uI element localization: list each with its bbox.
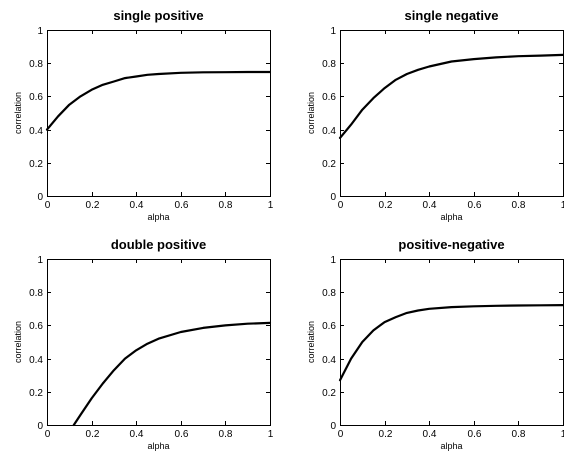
chart-title: double positive <box>111 237 206 252</box>
chart-title: positive-negative <box>398 237 504 252</box>
x-tick-label: 0.4 <box>130 429 144 440</box>
series-line <box>45 70 272 131</box>
x-axis-label: alpha <box>147 441 169 451</box>
x-axis-label: alpha <box>440 441 462 451</box>
x-tick-label: 1 <box>268 429 274 440</box>
panel-4: 0 0.2 0.4 0.6 0.8 1 0 0.2 0.4 0.6 0.8 1 positive-neg… <box>306 237 564 451</box>
x-tick-label: 0 <box>45 429 51 440</box>
x-tick-label: 0.8 <box>512 429 526 440</box>
x-tick-label: 0 <box>338 200 344 211</box>
x-tick-label: 0.2 <box>379 200 393 211</box>
plot-frame <box>47 30 271 197</box>
y-tick-label: 0.6 <box>29 92 43 103</box>
x-tick-label: 1 <box>268 200 274 211</box>
x-tick-label: 0.6 <box>468 200 482 211</box>
y-tick-label: 0.2 <box>322 159 336 170</box>
x-tick-label: 0.4 <box>423 200 437 211</box>
chart-title: single positive <box>113 8 203 23</box>
plot-frame <box>47 259 271 426</box>
y-tick-label: 0.4 <box>322 355 336 366</box>
y-tick-label: 0.2 <box>29 388 43 399</box>
y-tick-label: 0.8 <box>322 288 336 299</box>
y-tick-label: 0.2 <box>322 388 336 399</box>
x-tick-label: 0.2 <box>86 200 100 211</box>
panel-2: 0 0.2 0.4 0.6 0.8 1 0 0.2 0.4 0.6 0.8 1 single negat… <box>306 8 564 222</box>
x-tick-label: 0.4 <box>423 429 437 440</box>
y-tick-label: 0 <box>330 421 336 432</box>
x-tick-label: 0.8 <box>219 200 233 211</box>
y-axis-label: correlation <box>13 321 23 363</box>
y-tick-label: 0.6 <box>29 321 43 332</box>
y-tick-label: 1 <box>330 255 336 266</box>
x-axis-label: alpha <box>440 212 462 222</box>
x-tick-label: 0 <box>338 429 344 440</box>
series-line <box>338 53 564 139</box>
series-line <box>72 321 272 427</box>
y-axis-label: correlation <box>306 321 316 363</box>
y-tick-label: 0.8 <box>29 288 43 299</box>
y-tick-label: 1 <box>37 255 43 266</box>
x-axis-label: alpha <box>147 212 169 222</box>
y-tick-label: 0 <box>330 192 336 203</box>
y-tick-label: 1 <box>330 26 336 37</box>
panel-1: 0 0.2 0.4 0.6 0.8 1 0 0.2 0.4 0.6 0.8 1 single posit… <box>13 8 274 222</box>
x-tick-label: 0.2 <box>86 429 100 440</box>
y-tick-label: 0.4 <box>322 126 336 137</box>
x-tick-label: 0.4 <box>130 200 144 211</box>
y-tick-label: 0.4 <box>29 355 43 366</box>
y-tick-label: 0.6 <box>322 92 336 103</box>
y-tick-label: 0 <box>37 421 43 432</box>
panel-3: 0 0.2 0.4 0.6 0.8 1 0 0.2 0.4 0.6 0.8 1 double posit… <box>13 237 274 451</box>
y-axis-label: correlation <box>13 92 23 134</box>
y-tick-label: 0 <box>37 192 43 203</box>
plot-frame <box>340 259 564 426</box>
x-tick-label: 0.8 <box>512 200 526 211</box>
chart-title: single negative <box>405 8 499 23</box>
y-tick-label: 1 <box>37 26 43 37</box>
x-tick-label: 0.6 <box>175 429 189 440</box>
x-tick-label: 1 <box>561 429 564 440</box>
y-tick-label: 0.6 <box>322 321 336 332</box>
x-tick-label: 0 <box>45 200 51 211</box>
x-tick-label: 0.8 <box>219 429 233 440</box>
y-tick-label: 0.8 <box>29 59 43 70</box>
y-tick-label: 0.8 <box>322 59 336 70</box>
y-tick-label: 0.2 <box>29 159 43 170</box>
series-line <box>338 304 564 382</box>
x-tick-label: 0.2 <box>379 429 393 440</box>
y-axis-label: correlation <box>306 92 316 134</box>
x-tick-label: 0.6 <box>175 200 189 211</box>
x-tick-label: 0.6 <box>468 429 482 440</box>
y-tick-label: 0.4 <box>29 126 43 137</box>
x-tick-label: 1 <box>561 200 564 211</box>
